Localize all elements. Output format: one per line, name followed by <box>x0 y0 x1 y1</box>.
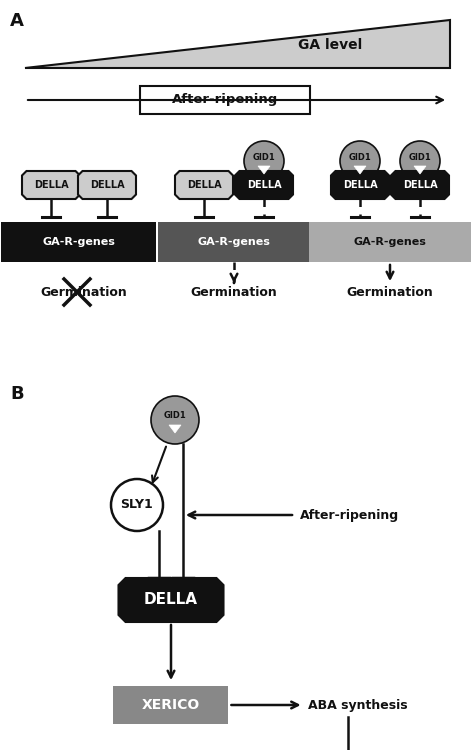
FancyBboxPatch shape <box>158 222 310 262</box>
Text: DELLA: DELLA <box>246 180 281 190</box>
Text: GA-R-genes: GA-R-genes <box>43 237 116 247</box>
Circle shape <box>340 141 380 181</box>
Text: Germination: Germination <box>191 286 277 298</box>
Text: GID1: GID1 <box>348 152 371 161</box>
Text: XERICO: XERICO <box>142 698 200 712</box>
Text: GID1: GID1 <box>164 412 186 421</box>
Polygon shape <box>258 166 270 174</box>
Text: DELLA: DELLA <box>34 180 68 190</box>
Text: DELLA: DELLA <box>403 180 438 190</box>
Circle shape <box>111 479 163 531</box>
Circle shape <box>244 141 284 181</box>
FancyBboxPatch shape <box>113 686 228 724</box>
Text: DELLA: DELLA <box>90 180 124 190</box>
Text: B: B <box>10 385 24 403</box>
Polygon shape <box>331 171 389 199</box>
Text: DELLA: DELLA <box>144 592 198 608</box>
Text: SLY1: SLY1 <box>120 499 154 512</box>
Polygon shape <box>25 20 450 68</box>
Polygon shape <box>78 171 136 199</box>
Polygon shape <box>391 171 449 199</box>
FancyBboxPatch shape <box>309 222 471 262</box>
Text: DELLA: DELLA <box>343 180 377 190</box>
Text: GA-R-genes: GA-R-genes <box>198 237 271 247</box>
Text: GID1: GID1 <box>253 152 275 161</box>
Circle shape <box>151 396 199 444</box>
FancyBboxPatch shape <box>140 86 310 114</box>
Text: ABA synthesis: ABA synthesis <box>309 698 408 712</box>
Text: After-ripening: After-ripening <box>300 509 399 521</box>
Text: Germination: Germination <box>41 286 128 298</box>
Text: After-ripening: After-ripening <box>172 94 278 106</box>
Text: GA level: GA level <box>298 38 362 52</box>
Text: DELLA: DELLA <box>187 180 221 190</box>
Text: GID1: GID1 <box>409 152 431 161</box>
Polygon shape <box>22 171 80 199</box>
Text: Germination: Germination <box>346 286 433 298</box>
Polygon shape <box>414 166 426 174</box>
Polygon shape <box>118 578 224 622</box>
Circle shape <box>400 141 440 181</box>
Text: GA-R-genes: GA-R-genes <box>354 237 427 247</box>
FancyBboxPatch shape <box>1 222 156 262</box>
Polygon shape <box>235 171 293 199</box>
Polygon shape <box>175 171 233 199</box>
Polygon shape <box>354 166 366 174</box>
Text: A: A <box>10 12 24 30</box>
Polygon shape <box>169 425 181 433</box>
